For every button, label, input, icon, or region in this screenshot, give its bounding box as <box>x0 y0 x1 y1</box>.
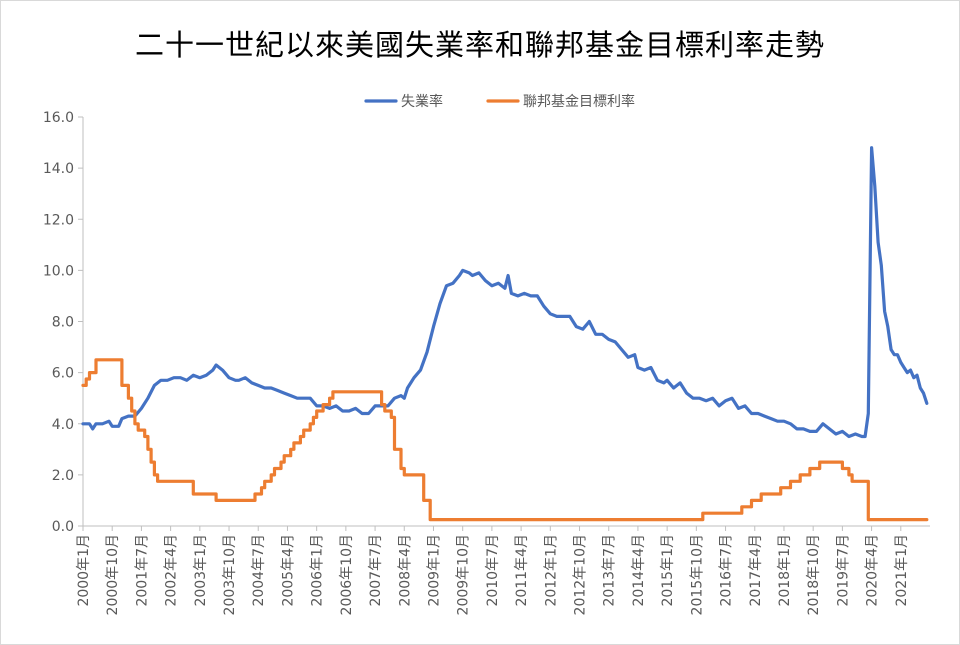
x-tick-label: 2015年1月 <box>660 534 676 607</box>
x-tick-label: 2002年4月 <box>164 534 180 607</box>
x-tick-label: 2013年7月 <box>602 534 618 607</box>
y-tick-label: 8.0 <box>52 315 74 331</box>
x-tick-label: 2021年1月 <box>894 534 910 607</box>
y-tick-label: 4.0 <box>52 417 74 433</box>
x-tick-label: 2019年7月 <box>835 534 851 607</box>
x-tick-label: 2005年4月 <box>280 534 296 607</box>
x-tick-label: 2003年1月 <box>193 534 209 607</box>
y-tick-label: 14.0 <box>43 161 74 177</box>
x-tick-label: 2018年1月 <box>777 534 793 607</box>
x-tick-label: 2015年10月 <box>689 534 705 615</box>
x-tick-label: 2009年10月 <box>456 534 472 615</box>
legend: 失業率 聯邦基金目標利率 <box>364 93 635 110</box>
legend-label-unemployment: 失業率 <box>401 93 443 110</box>
x-tick-label: 2004年7月 <box>251 534 267 607</box>
series-line-fed-funds-rate <box>81 358 929 522</box>
series-line-unemployment <box>81 146 929 439</box>
x-tick-label: 2012年10月 <box>573 534 589 615</box>
x-tick-label: 2010年7月 <box>485 534 501 607</box>
y-tick-label: 6.0 <box>52 366 74 382</box>
x-tick-label: 2008年4月 <box>397 534 413 607</box>
y-tick-label: 16.0 <box>43 110 74 126</box>
x-tick-label: 2000年1月 <box>76 534 92 607</box>
x-tick-label: 2018年10月 <box>806 534 822 615</box>
x-tick-label: 2017年4月 <box>748 534 764 607</box>
x-tick-label: 2006年10月 <box>339 534 355 615</box>
x-tick-label: 2000年10月 <box>105 534 121 615</box>
x-tick-label: 2009年1月 <box>426 534 442 607</box>
y-tick-label: 2.0 <box>52 468 74 484</box>
series-lines <box>81 146 929 522</box>
chart-title: 二十一世紀以來美國失業率和聯邦基金目標利率走勢 <box>134 28 825 62</box>
axes: 0.0 2.0 4.0 6.0 8.0 10.0 12.0 14.0 16.0 2000年1月 20… <box>43 110 930 615</box>
x-tick-label: 2014年4月 <box>631 534 647 607</box>
x-tick-label: 2011年4月 <box>514 534 530 607</box>
x-tick-label: 2001年7月 <box>134 534 150 607</box>
x-tick-label: 2003年10月 <box>222 534 238 615</box>
x-tick-label: 2020年4月 <box>865 534 881 607</box>
x-tick-label: 2016年7月 <box>719 534 735 607</box>
x-tick-label: 2012年1月 <box>543 534 559 607</box>
y-tick-label: 10.0 <box>43 263 74 279</box>
x-tick-label: 2007年7月 <box>368 534 384 607</box>
x-tick-label: 2006年1月 <box>310 534 326 607</box>
y-tick-label: 0.0 <box>52 519 74 535</box>
y-tick-label: 12.0 <box>43 212 74 228</box>
legend-label-fed-funds-rate: 聯邦基金目標利率 <box>523 93 635 110</box>
